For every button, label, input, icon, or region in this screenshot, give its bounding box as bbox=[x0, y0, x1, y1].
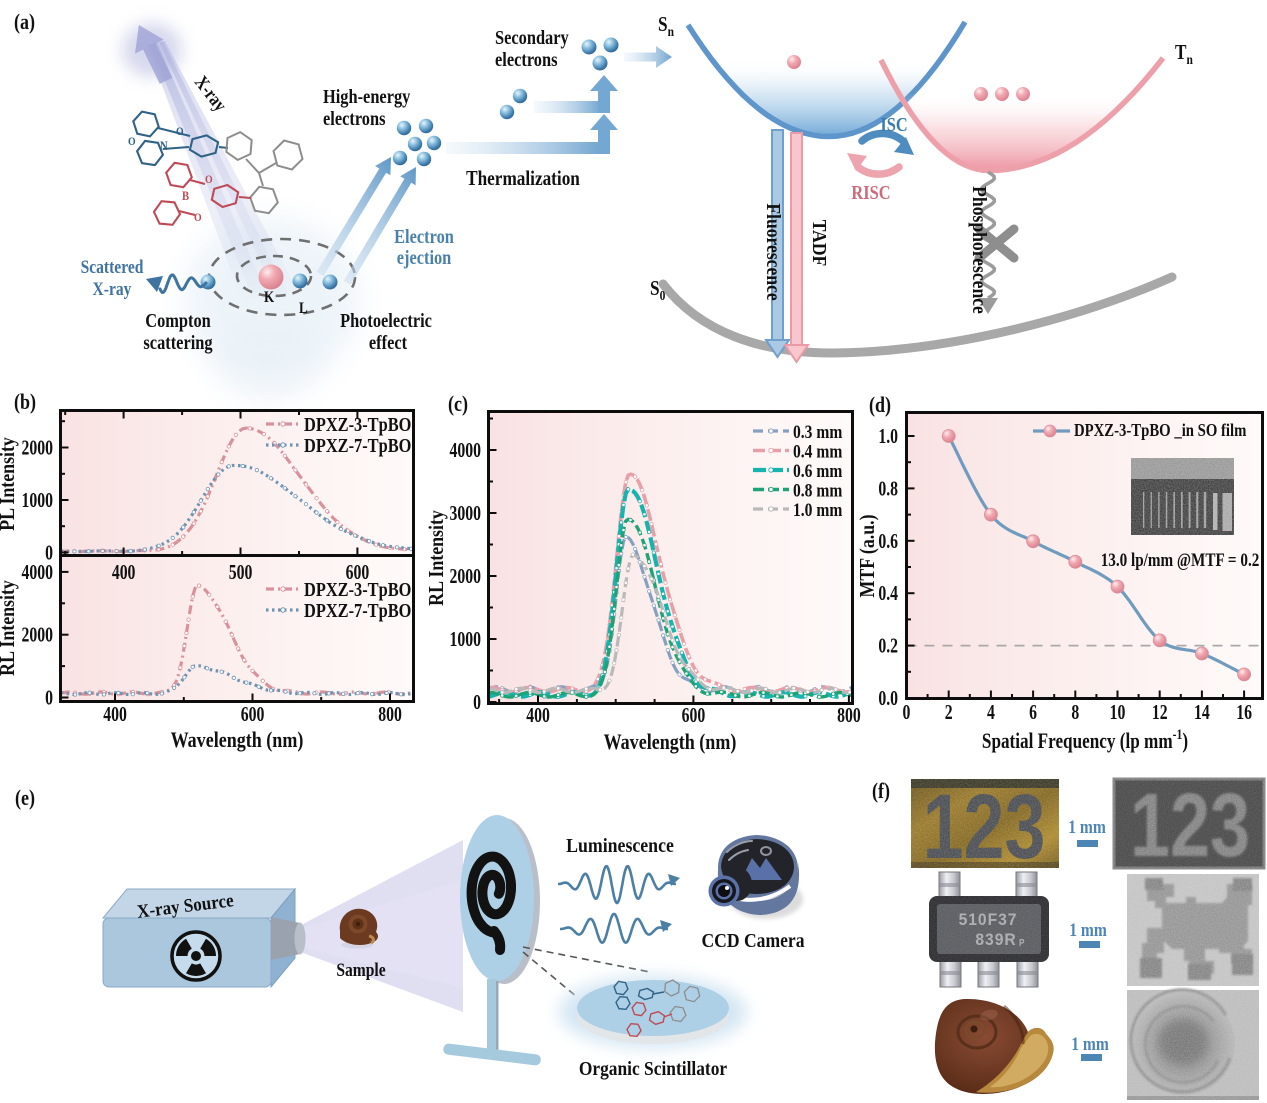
svg-text:1 mm: 1 mm bbox=[1068, 817, 1106, 838]
svg-text:800: 800 bbox=[837, 704, 861, 728]
svg-text:1000: 1000 bbox=[450, 628, 481, 652]
svg-text:DPXZ-3-TpBO: DPXZ-3-TpBO bbox=[304, 414, 411, 436]
svg-text:0.4: 0.4 bbox=[878, 582, 898, 606]
svg-text:2: 2 bbox=[945, 701, 953, 725]
svg-text:O: O bbox=[194, 211, 202, 224]
svg-text:2000: 2000 bbox=[22, 436, 53, 460]
svg-text:Compton: Compton bbox=[145, 310, 211, 332]
svg-text:6: 6 bbox=[1029, 701, 1037, 725]
svg-text:K: K bbox=[264, 289, 275, 306]
svg-text:O: O bbox=[176, 125, 184, 138]
svg-text:RL Intensity: RL Intensity bbox=[426, 510, 449, 606]
svg-text:B: B bbox=[182, 188, 189, 203]
svg-text:400: 400 bbox=[526, 704, 550, 728]
svg-text:electrons: electrons bbox=[495, 49, 557, 71]
svg-text:1.0 mm: 1.0 mm bbox=[793, 500, 843, 521]
svg-text:0.2: 0.2 bbox=[878, 634, 898, 658]
svg-text:10: 10 bbox=[1110, 701, 1126, 725]
svg-text:electrons: electrons bbox=[323, 108, 385, 130]
svg-text:0.0: 0.0 bbox=[878, 687, 898, 711]
svg-text:0: 0 bbox=[45, 686, 53, 710]
svg-text:Sample: Sample bbox=[336, 960, 386, 981]
svg-text:0: 0 bbox=[473, 691, 481, 715]
svg-text:(c): (c) bbox=[448, 392, 468, 416]
svg-text:O: O bbox=[205, 173, 213, 186]
svg-text:13.0 lp/mm @MTF = 0.2: 13.0 lp/mm @MTF = 0.2 bbox=[1101, 550, 1260, 571]
svg-text:(e): (e) bbox=[15, 786, 35, 810]
svg-text:2000: 2000 bbox=[450, 565, 481, 589]
svg-text:DPXZ-7-TpBO: DPXZ-7-TpBO bbox=[304, 435, 411, 457]
svg-text:(a): (a) bbox=[14, 10, 35, 34]
svg-text:PL Intensity: PL Intensity bbox=[0, 437, 19, 531]
svg-text:0.4 mm: 0.4 mm bbox=[793, 441, 843, 462]
svg-text:Phosphorescence: Phosphorescence bbox=[968, 186, 990, 314]
svg-text:4: 4 bbox=[987, 701, 995, 725]
svg-text:Luminescence: Luminescence bbox=[566, 835, 674, 857]
svg-text:600: 600 bbox=[241, 703, 265, 727]
svg-text:DPXZ-3-TpBO: DPXZ-3-TpBO bbox=[304, 579, 411, 601]
svg-text:3000: 3000 bbox=[450, 502, 481, 526]
svg-text:1 mm: 1 mm bbox=[1071, 1034, 1109, 1055]
svg-text:scattering: scattering bbox=[143, 332, 212, 354]
svg-text:0.8 mm: 0.8 mm bbox=[793, 480, 843, 501]
svg-text:600: 600 bbox=[346, 561, 370, 585]
svg-text:400: 400 bbox=[112, 561, 136, 585]
svg-text:(d): (d) bbox=[869, 393, 891, 417]
svg-text:4000: 4000 bbox=[450, 439, 481, 463]
svg-text:4000: 4000 bbox=[22, 561, 53, 585]
svg-text:Photoelectric: Photoelectric bbox=[340, 310, 432, 332]
svg-text:effect: effect bbox=[369, 332, 407, 354]
svg-text:Wavelength (nm): Wavelength (nm) bbox=[171, 728, 304, 752]
svg-text:(b): (b) bbox=[14, 390, 36, 414]
svg-text:400: 400 bbox=[103, 703, 127, 727]
svg-text:2000: 2000 bbox=[22, 624, 53, 648]
svg-text:8: 8 bbox=[1071, 701, 1079, 725]
svg-text:600: 600 bbox=[682, 704, 706, 728]
svg-text:1000: 1000 bbox=[22, 489, 53, 513]
svg-text:0.6 mm: 0.6 mm bbox=[793, 461, 843, 482]
svg-text:Spatial Frequency (lp mm-1): Spatial Frequency (lp mm-1) bbox=[982, 726, 1188, 754]
svg-text:0: 0 bbox=[903, 701, 911, 725]
svg-text:DPXZ-3-TpBO _in SO film: DPXZ-3-TpBO _in SO film bbox=[1074, 420, 1247, 441]
svg-text:RISC: RISC bbox=[851, 182, 890, 204]
svg-text:ISC: ISC bbox=[880, 114, 907, 136]
svg-text:16: 16 bbox=[1236, 701, 1252, 725]
svg-text:0: 0 bbox=[45, 541, 53, 565]
svg-text:CCD Camera: CCD Camera bbox=[701, 930, 805, 952]
svg-text:1.0: 1.0 bbox=[878, 425, 898, 449]
svg-text:X-ray: X-ray bbox=[93, 279, 132, 300]
svg-text:Organic Scintillator: Organic Scintillator bbox=[579, 1058, 727, 1080]
svg-text:Thermalization: Thermalization bbox=[466, 168, 580, 191]
svg-text:12: 12 bbox=[1152, 701, 1168, 725]
svg-text:800: 800 bbox=[378, 703, 402, 727]
svg-text:0.6: 0.6 bbox=[878, 530, 898, 554]
svg-text:14: 14 bbox=[1194, 701, 1210, 725]
svg-text:N: N bbox=[160, 138, 168, 153]
svg-text:Scattered: Scattered bbox=[81, 257, 144, 278]
svg-text:ejection: ejection bbox=[397, 247, 452, 269]
svg-text:(f): (f) bbox=[872, 779, 890, 803]
svg-text:0.8: 0.8 bbox=[878, 477, 898, 501]
svg-text:TADF: TADF bbox=[808, 220, 830, 267]
svg-text:O: O bbox=[128, 135, 136, 148]
svg-text:Wavelength (nm): Wavelength (nm) bbox=[604, 730, 737, 754]
svg-text:DPXZ-7-TpBO: DPXZ-7-TpBO bbox=[304, 600, 411, 622]
svg-text:MTF (a.u.): MTF (a.u.) bbox=[857, 514, 880, 597]
svg-text:Secondary: Secondary bbox=[495, 27, 569, 49]
svg-text:Electron: Electron bbox=[394, 226, 454, 248]
svg-text:Fluorescence: Fluorescence bbox=[762, 203, 784, 300]
svg-text:High-energy: High-energy bbox=[323, 86, 410, 108]
svg-text:0.3 mm: 0.3 mm bbox=[793, 422, 843, 443]
svg-text:500: 500 bbox=[229, 561, 253, 585]
svg-text:RL Intensity: RL Intensity bbox=[0, 580, 19, 676]
svg-text:1 mm: 1 mm bbox=[1069, 920, 1107, 941]
svg-text:L: L bbox=[299, 300, 308, 317]
